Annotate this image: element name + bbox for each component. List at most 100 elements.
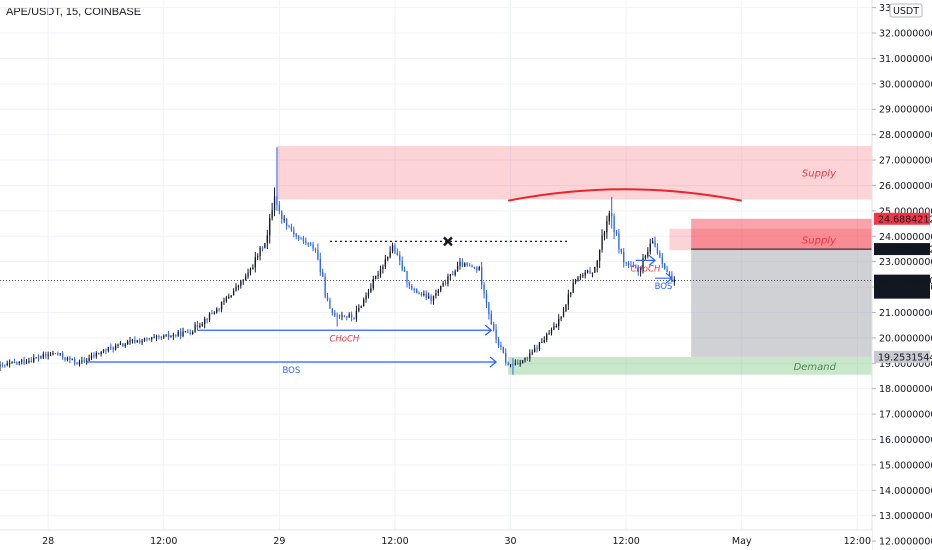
- candle-body: [179, 331, 182, 337]
- supply-zone-label: Supply: [802, 235, 837, 246]
- price-tick-label: 26.00000000: [879, 181, 932, 192]
- candle-body: [175, 334, 177, 336]
- candle-body: [509, 364, 512, 366]
- candle-body: [384, 259, 386, 267]
- candle-body: [582, 275, 584, 277]
- candle-body: [603, 232, 606, 236]
- candle-body: [331, 308, 334, 314]
- candle-body: [346, 316, 348, 318]
- candle-body: [220, 301, 223, 310]
- demand-zone-label: Demand: [794, 362, 837, 373]
- candle-body: [158, 336, 160, 338]
- candle-body: [273, 196, 276, 210]
- candle-body: [437, 290, 439, 293]
- candle-body: [225, 298, 228, 301]
- candle-body: [21, 360, 23, 362]
- candle-body: [495, 329, 497, 340]
- candle-body: [47, 354, 49, 356]
- candle-body: [312, 244, 314, 249]
- candle-body: [264, 243, 266, 248]
- candle-body: [302, 238, 305, 241]
- candle-body: [415, 288, 418, 294]
- candle-body: [565, 304, 567, 312]
- price-tick-label: 16.00000000: [879, 435, 932, 446]
- candle-body: [673, 279, 675, 283]
- position-stop-area: [691, 218, 887, 250]
- candle-body: [606, 221, 608, 233]
- candle-body: [367, 292, 370, 296]
- candle-body: [570, 292, 572, 295]
- candle-body: [211, 313, 213, 315]
- candle-body: [57, 353, 59, 355]
- annotation-label: CHoCH: [329, 334, 359, 344]
- candle-body: [98, 353, 100, 355]
- candle-body: [252, 267, 254, 270]
- candle-body: [661, 257, 663, 264]
- candle-body: [428, 296, 430, 299]
- candle-body: [502, 347, 504, 353]
- candle-body: [338, 315, 341, 317]
- time-tick-label: 12:00: [150, 536, 177, 547]
- candle-body: [473, 267, 476, 269]
- bar-countdown: 02:02: [878, 288, 905, 299]
- supply-zone: [669, 228, 932, 251]
- arrow-head-icon: [648, 254, 656, 266]
- candle-body: [538, 342, 541, 350]
- candle-body: [664, 263, 666, 270]
- candle-body: [483, 284, 485, 294]
- candle-body: [216, 308, 218, 313]
- candle-body: [440, 286, 442, 291]
- candle-body: [601, 235, 603, 250]
- price-tick-label: 31.00000000: [879, 54, 932, 65]
- candle-body: [623, 252, 625, 263]
- candle-body: [594, 266, 596, 273]
- candle-body: [466, 263, 468, 266]
- candle-body: [505, 352, 507, 363]
- candle-body: [546, 334, 548, 340]
- candle-body: [618, 233, 620, 250]
- candle-body: [64, 357, 66, 360]
- candle-body: [112, 347, 114, 350]
- candle-body: [329, 299, 331, 309]
- time-tick-label: 12:00: [381, 536, 408, 547]
- price-tick-label: 20.00000000: [879, 333, 932, 344]
- candle-body: [639, 269, 642, 272]
- candle-body: [478, 267, 480, 270]
- candle-body: [81, 360, 83, 362]
- candle-body: [194, 324, 196, 333]
- candle-body: [454, 271, 456, 275]
- candle-body: [656, 246, 659, 253]
- candle-body: [271, 209, 273, 219]
- candle-body: [317, 249, 319, 260]
- candle-body: [237, 285, 240, 287]
- candle-body: [305, 240, 307, 244]
- candle-body: [512, 364, 514, 366]
- candle-body: [485, 293, 488, 303]
- candle-body: [358, 307, 360, 311]
- candle-body: [360, 306, 362, 308]
- candle-body: [420, 294, 423, 296]
- price-tick-label: 33.: [879, 3, 894, 14]
- candle-body: [500, 345, 502, 348]
- candle-body: [136, 340, 138, 343]
- candle-body: [37, 357, 40, 359]
- candle-body: [165, 334, 167, 336]
- candle-body: [66, 357, 69, 360]
- annotation-label: BOS: [283, 366, 301, 376]
- candle-body: [644, 255, 647, 259]
- candle-body: [232, 290, 235, 296]
- candle-body: [52, 353, 54, 355]
- candle-body: [172, 334, 175, 337]
- candle-body: [143, 338, 146, 341]
- candle-body: [637, 268, 639, 272]
- candle-body: [148, 338, 150, 340]
- candle-body: [163, 335, 165, 338]
- price-tick-label: 15.00000000: [879, 460, 932, 471]
- candle-body: [1, 364, 4, 366]
- price-label-entry: [874, 243, 930, 256]
- candle-body: [230, 295, 232, 297]
- candle-body: [126, 341, 129, 345]
- candle-body: [151, 337, 153, 339]
- candle-body: [244, 276, 247, 281]
